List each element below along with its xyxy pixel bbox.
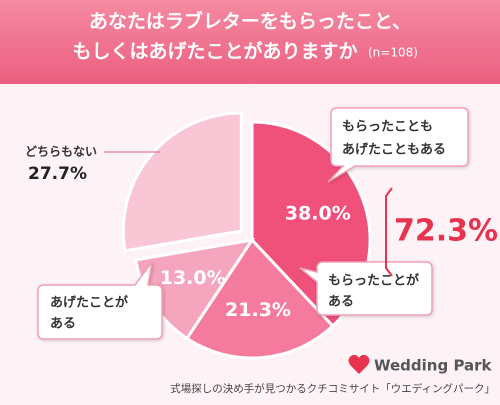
tagline: 式場探しの決め手が見つかるクチコミサイト「ウエディングパーク」 bbox=[170, 382, 495, 395]
value-label: 13.0% bbox=[160, 267, 226, 289]
title-line: あなたはラブレターをもらったこと、 bbox=[89, 10, 411, 33]
subtitle: (n=108) bbox=[368, 46, 418, 60]
brand: Wedding Park bbox=[374, 357, 493, 375]
callout-text: あげたことが bbox=[50, 295, 128, 311]
pie: 38.0% 21.3% 13.0% bbox=[121, 111, 372, 360]
callout bbox=[299, 261, 433, 316]
callout-text: もらったことも bbox=[342, 120, 433, 135]
category-label: どちらもない bbox=[25, 145, 97, 159]
value-label: 21.3% bbox=[225, 299, 291, 321]
title-line: もしくはあげたことがありますか bbox=[72, 40, 357, 63]
callout-text: ある bbox=[328, 295, 354, 310]
callout-text: もらったことが bbox=[328, 273, 419, 289]
pie-slice bbox=[121, 111, 243, 253]
bracket bbox=[385, 187, 393, 277]
callout-text: あげたこともある bbox=[342, 142, 446, 158]
callout-text: ある bbox=[50, 317, 76, 332]
header-band bbox=[0, 0, 500, 84]
value-label: 27.7% bbox=[28, 164, 87, 184]
pie-slice bbox=[184, 237, 335, 360]
annotation: 72.3% bbox=[394, 214, 498, 249]
callout bbox=[37, 261, 163, 340]
logo-heart bbox=[348, 354, 370, 374]
callout bbox=[327, 107, 469, 183]
value-label: 38.0% bbox=[285, 202, 351, 224]
